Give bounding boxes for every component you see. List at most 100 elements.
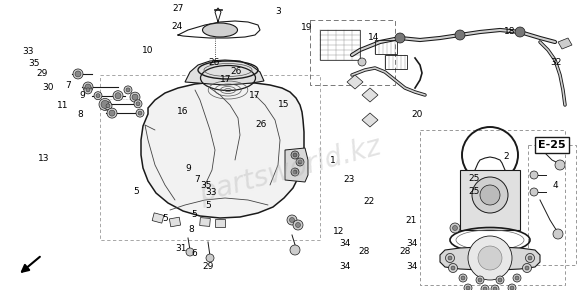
Circle shape <box>466 286 470 290</box>
Text: 34: 34 <box>406 238 418 248</box>
Polygon shape <box>141 82 304 218</box>
Text: 23: 23 <box>343 175 354 184</box>
Circle shape <box>459 274 467 282</box>
Circle shape <box>508 284 516 290</box>
Text: 19: 19 <box>301 23 313 32</box>
Text: 34: 34 <box>339 262 350 271</box>
Circle shape <box>136 102 140 106</box>
Circle shape <box>461 276 465 280</box>
Circle shape <box>395 33 405 43</box>
Text: 29: 29 <box>36 69 47 79</box>
Circle shape <box>493 287 497 290</box>
Circle shape <box>73 69 83 79</box>
Circle shape <box>450 223 460 233</box>
Circle shape <box>134 100 142 108</box>
Text: 9: 9 <box>185 164 191 173</box>
Circle shape <box>449 264 457 273</box>
Circle shape <box>476 276 484 284</box>
Circle shape <box>445 253 455 262</box>
Text: 7: 7 <box>194 175 200 184</box>
Text: 2: 2 <box>504 152 510 161</box>
Circle shape <box>358 58 366 66</box>
Circle shape <box>530 188 538 196</box>
Bar <box>375 40 397 54</box>
Text: 20: 20 <box>411 110 423 119</box>
Circle shape <box>480 185 500 205</box>
Circle shape <box>109 110 115 116</box>
Polygon shape <box>558 38 572 49</box>
Bar <box>310 20 395 85</box>
Circle shape <box>483 287 487 290</box>
Text: 34: 34 <box>339 238 350 248</box>
Circle shape <box>99 98 111 110</box>
Circle shape <box>496 276 504 284</box>
Circle shape <box>498 278 502 282</box>
Text: 11: 11 <box>57 101 68 110</box>
Bar <box>100 75 320 240</box>
Text: 8: 8 <box>188 224 194 234</box>
Circle shape <box>464 284 472 290</box>
Text: 10: 10 <box>142 46 153 55</box>
Circle shape <box>130 92 140 102</box>
Text: 34: 34 <box>406 262 418 271</box>
Polygon shape <box>285 148 308 182</box>
Circle shape <box>138 111 142 115</box>
Circle shape <box>513 274 521 282</box>
Text: 26: 26 <box>255 120 266 129</box>
Text: 9: 9 <box>79 91 85 100</box>
Circle shape <box>298 160 302 164</box>
FancyBboxPatch shape <box>535 137 569 153</box>
Circle shape <box>525 266 529 270</box>
Bar <box>152 213 164 223</box>
Text: 35: 35 <box>200 181 211 190</box>
Circle shape <box>478 278 482 282</box>
Bar <box>170 217 181 227</box>
Circle shape <box>132 94 138 100</box>
Text: 22: 22 <box>364 197 375 206</box>
Bar <box>528 145 576 265</box>
Polygon shape <box>362 88 378 102</box>
Circle shape <box>206 254 214 262</box>
Bar <box>420 130 565 285</box>
Circle shape <box>186 248 194 256</box>
Circle shape <box>104 102 112 110</box>
Polygon shape <box>347 75 363 89</box>
Circle shape <box>85 84 91 90</box>
Circle shape <box>448 256 452 260</box>
Text: 13: 13 <box>38 153 49 163</box>
Circle shape <box>86 88 90 92</box>
Circle shape <box>293 220 303 230</box>
Circle shape <box>75 71 81 77</box>
Bar <box>320 30 360 60</box>
Circle shape <box>515 27 525 37</box>
Bar <box>215 219 225 227</box>
Circle shape <box>296 158 304 166</box>
Circle shape <box>553 229 563 239</box>
Text: 14: 14 <box>368 33 379 42</box>
Circle shape <box>94 92 102 100</box>
Circle shape <box>468 236 512 280</box>
Text: 26: 26 <box>230 66 242 76</box>
Circle shape <box>555 160 565 170</box>
Text: 31: 31 <box>175 244 186 253</box>
Text: 33: 33 <box>22 47 34 56</box>
Text: 28: 28 <box>400 247 411 256</box>
Text: partsworld.kz: partsworld.kz <box>196 132 384 208</box>
Text: 26: 26 <box>208 58 220 67</box>
Circle shape <box>510 286 514 290</box>
Text: 30: 30 <box>42 82 54 92</box>
Circle shape <box>293 153 297 157</box>
Text: 8: 8 <box>77 110 83 119</box>
Circle shape <box>526 253 534 262</box>
Ellipse shape <box>203 23 237 37</box>
Text: 15: 15 <box>278 100 290 109</box>
Text: 7: 7 <box>65 81 71 90</box>
Circle shape <box>530 171 538 179</box>
Text: 28: 28 <box>358 247 369 256</box>
Circle shape <box>515 276 519 280</box>
Circle shape <box>528 256 532 260</box>
Text: 29: 29 <box>203 262 214 271</box>
Circle shape <box>290 245 300 255</box>
Text: 3: 3 <box>275 7 281 16</box>
Text: 24: 24 <box>171 21 182 31</box>
